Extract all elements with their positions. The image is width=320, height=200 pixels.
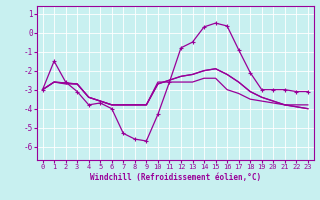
X-axis label: Windchill (Refroidissement éolien,°C): Windchill (Refroidissement éolien,°C) [90,173,261,182]
